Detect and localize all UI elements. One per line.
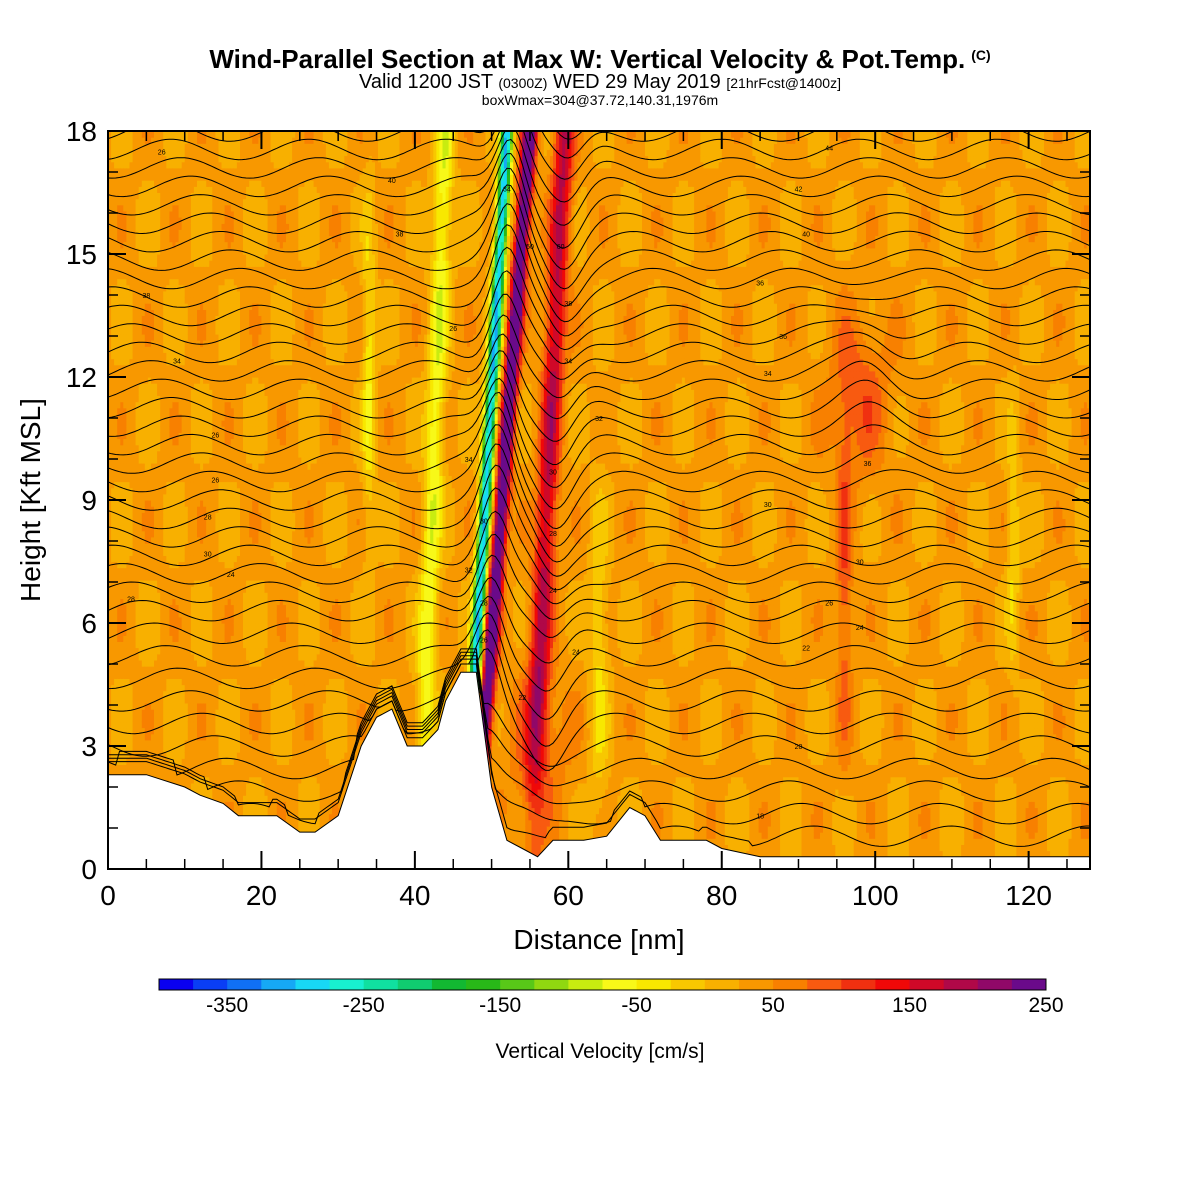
cross-section-chart: 26403838342626283024282634303228263450 60…	[0, 0, 1200, 1200]
